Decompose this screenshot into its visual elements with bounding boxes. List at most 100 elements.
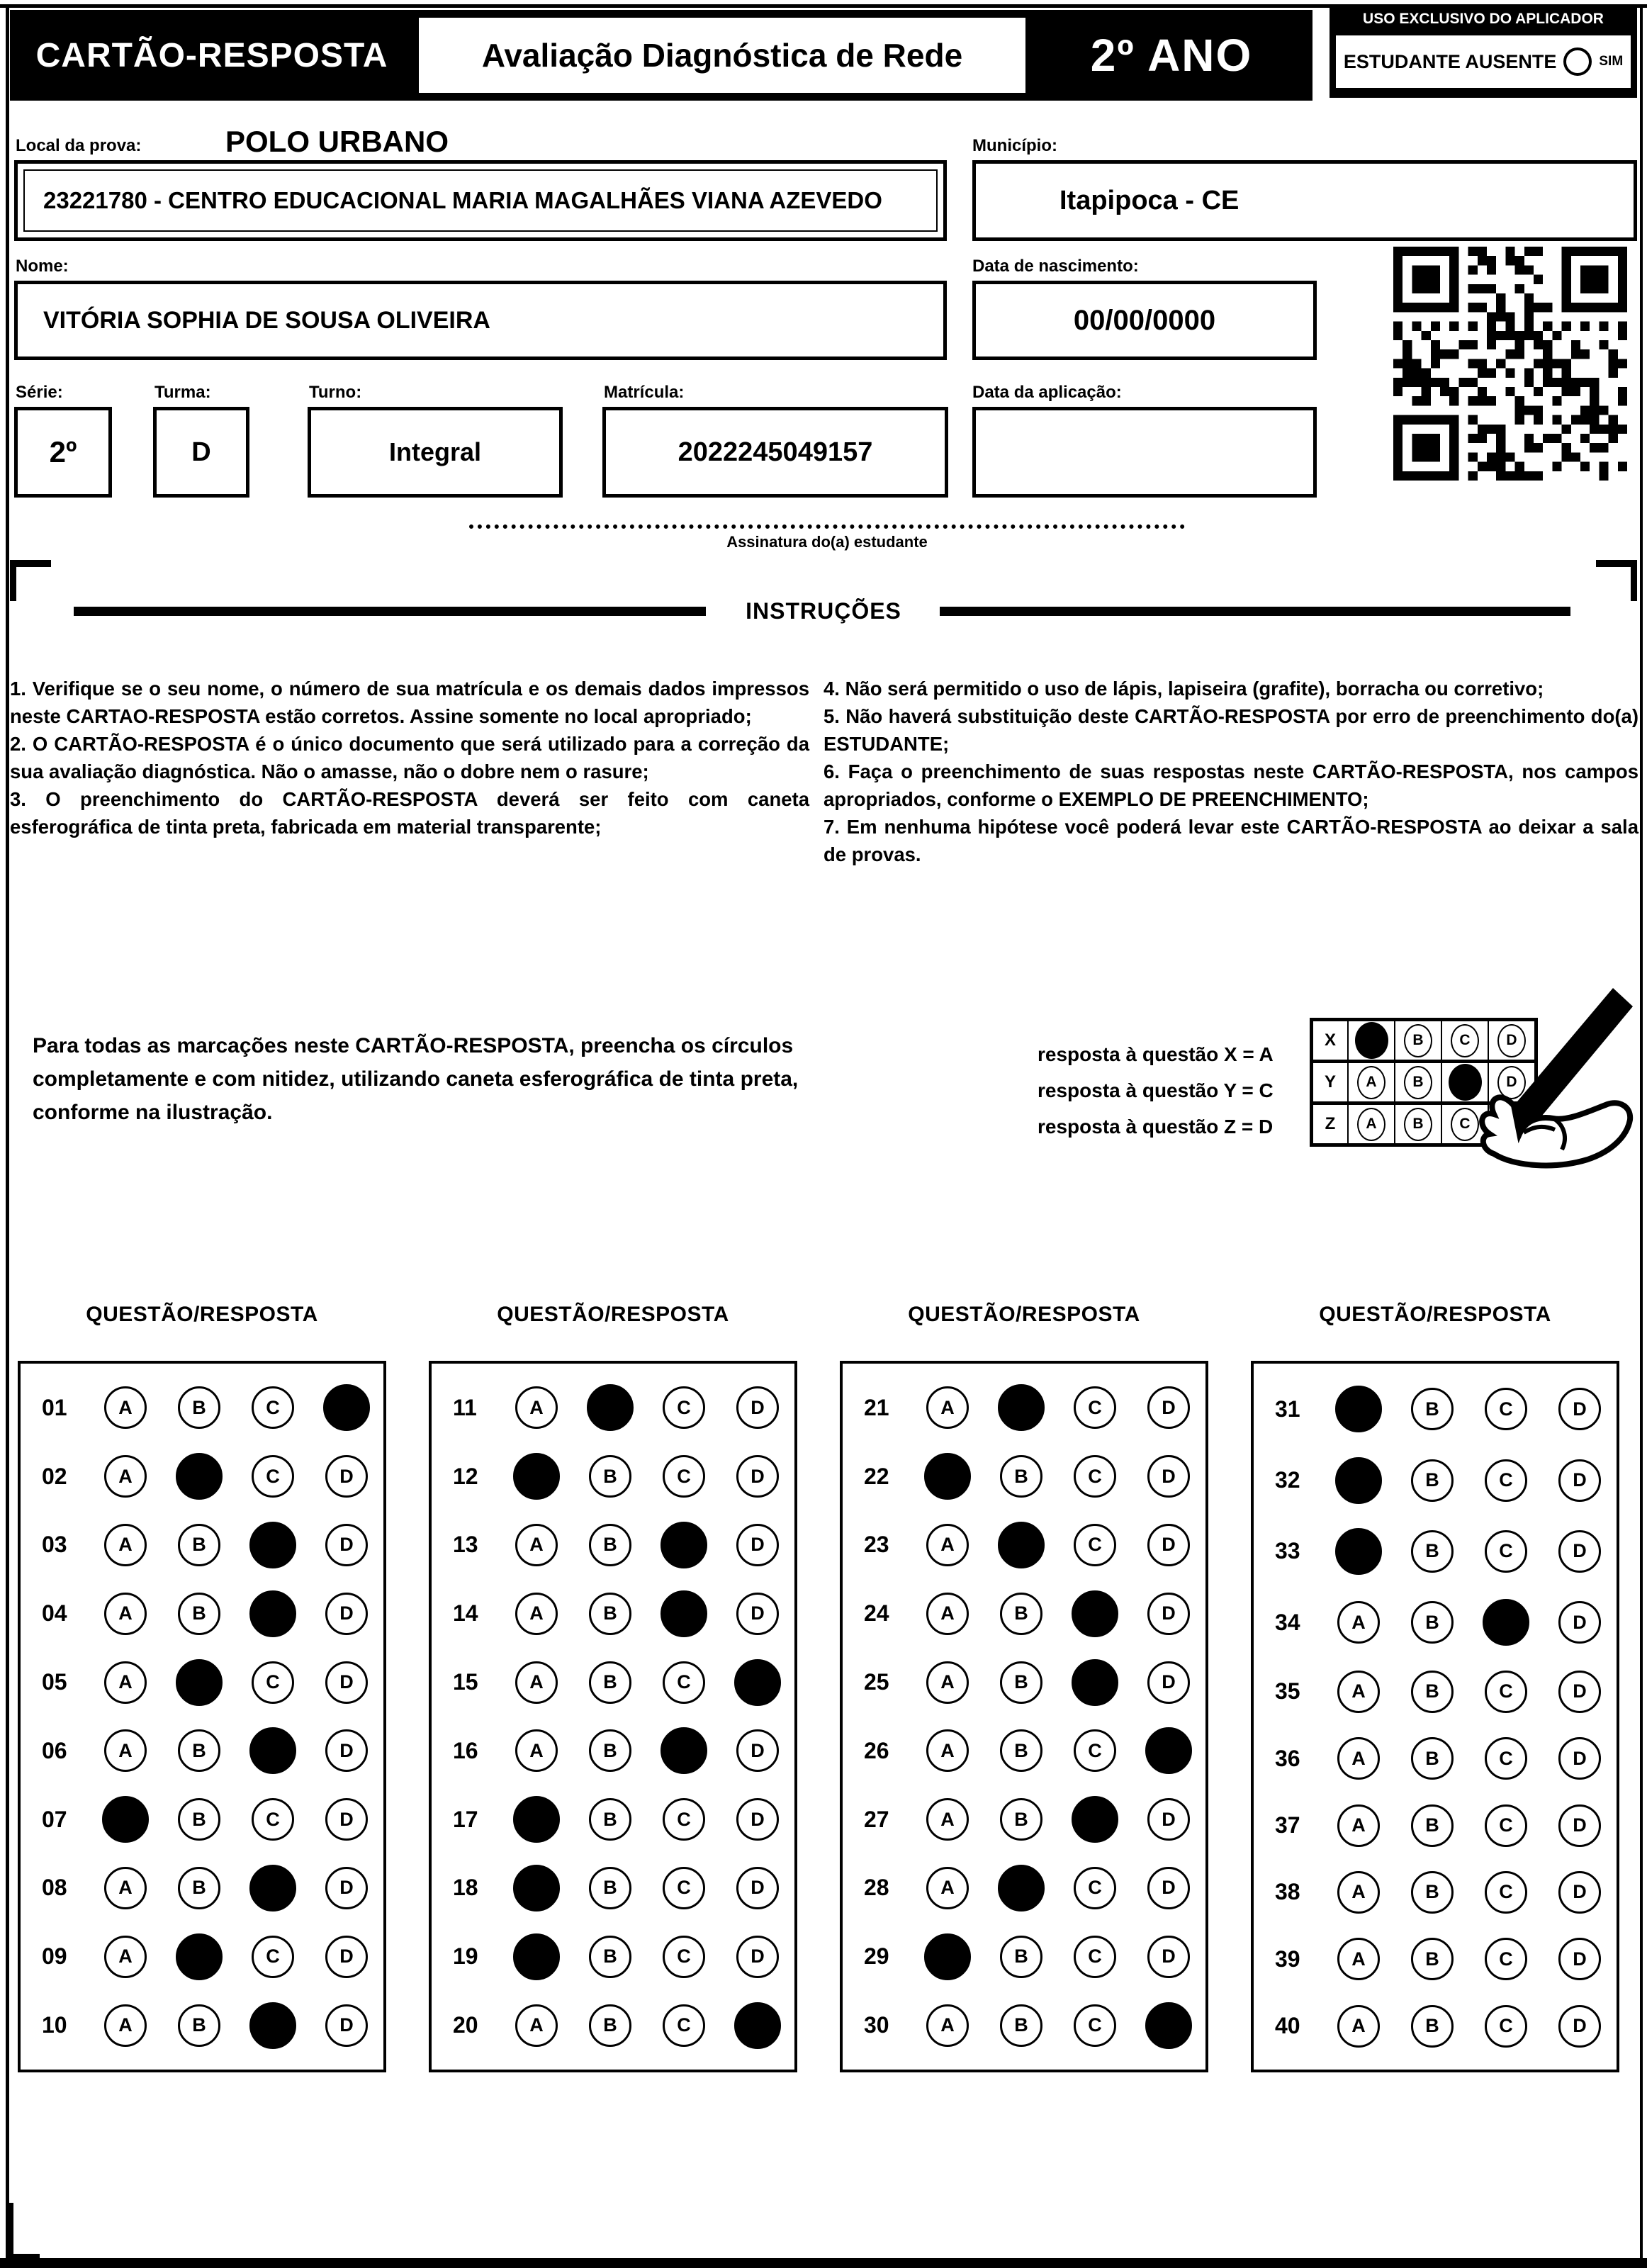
answer-bubble[interactable]: B [589,1866,631,1909]
signature-line[interactable] [469,524,1185,529]
aplicacao-field[interactable] [972,407,1317,498]
answer-bubble[interactable] [102,1796,149,1843]
answer-bubble[interactable]: A [104,1866,147,1909]
answer-bubble[interactable]: B [1411,1529,1454,1573]
answer-bubble[interactable]: C [663,1661,705,1704]
answer-bubble[interactable]: A [926,1798,969,1841]
answer-bubble[interactable]: A [515,2004,558,2047]
answer-bubble[interactable]: D [1147,1661,1190,1704]
answer-bubble[interactable] [176,1453,223,1500]
answer-bubble[interactable] [1483,1599,1529,1646]
answer-bubble[interactable]: B [1411,1670,1454,1713]
answer-bubble[interactable]: C [1074,1386,1116,1430]
answer-bubble[interactable]: C [663,1386,705,1430]
absent-bubble[interactable] [1563,47,1592,76]
answer-bubble[interactable]: B [178,1729,220,1773]
answer-bubble[interactable]: D [736,1935,779,1978]
answer-bubble[interactable]: D [1147,1866,1190,1909]
answer-bubble[interactable]: B [589,1798,631,1841]
answer-bubble[interactable] [1072,1590,1118,1637]
answer-bubble[interactable]: C [1485,1938,1527,1981]
answer-bubble[interactable]: A [1337,1737,1380,1780]
answer-bubble[interactable]: A [926,1661,969,1704]
answer-bubble[interactable]: B [1000,1661,1042,1704]
answer-bubble[interactable]: D [325,1866,368,1909]
answer-bubble[interactable] [513,1933,560,1980]
answer-bubble[interactable]: A [104,1523,147,1566]
answer-bubble[interactable]: D [1558,1938,1601,1981]
answer-bubble[interactable]: A [104,1592,147,1635]
answer-bubble[interactable]: D [1558,2004,1601,2048]
answer-bubble[interactable] [176,1658,223,1706]
answer-bubble[interactable]: A [515,1729,558,1773]
answer-bubble[interactable]: B [178,1798,220,1841]
answer-bubble[interactable]: B [589,1523,631,1566]
answer-bubble[interactable] [249,1590,296,1637]
answer-bubble[interactable] [249,1864,296,1911]
answer-bubble[interactable]: B [1000,1935,1042,1978]
answer-bubble[interactable]: D [1558,1601,1601,1644]
answer-bubble[interactable]: B [589,1592,631,1635]
answer-bubble[interactable]: B [1411,1938,1454,1981]
answer-bubble[interactable] [1072,1658,1118,1706]
answer-bubble[interactable]: C [1485,1388,1527,1431]
answer-bubble[interactable]: B [1411,1804,1454,1847]
answer-bubble[interactable]: A [515,1592,558,1635]
answer-bubble[interactable]: D [1558,1737,1601,1780]
answer-bubble[interactable] [998,1384,1045,1432]
answer-bubble[interactable] [1335,1386,1382,1433]
answer-bubble[interactable]: C [252,1386,294,1430]
answer-bubble[interactable]: B [589,1729,631,1773]
answer-bubble[interactable] [249,2002,296,2049]
answer-bubble[interactable]: D [736,1386,779,1430]
answer-bubble[interactable]: D [736,1866,779,1909]
answer-bubble[interactable]: D [1558,1529,1601,1573]
answer-bubble[interactable]: B [1411,1459,1454,1502]
answer-bubble[interactable]: B [1411,1870,1454,1914]
answer-bubble[interactable] [924,1453,971,1500]
answer-bubble[interactable] [924,1933,971,1980]
answer-bubble[interactable]: C [1074,1523,1116,1566]
answer-bubble[interactable] [323,1384,370,1432]
answer-bubble[interactable]: B [178,1866,220,1909]
answer-bubble[interactable]: D [325,1592,368,1635]
answer-bubble[interactable] [734,2002,781,2049]
answer-bubble[interactable]: D [1558,1870,1601,1914]
answer-bubble[interactable]: C [1074,1455,1116,1498]
answer-bubble[interactable]: A [926,2004,969,2047]
answer-bubble[interactable]: B [178,1523,220,1566]
answer-bubble[interactable]: C [1074,2004,1116,2047]
answer-bubble[interactable]: C [1485,1804,1527,1847]
answer-bubble[interactable]: C [252,1661,294,1704]
answer-bubble[interactable]: C [1485,1870,1527,1914]
answer-bubble[interactable]: C [1485,1670,1527,1713]
answer-bubble[interactable] [661,1590,707,1637]
answer-bubble[interactable]: C [663,1935,705,1978]
answer-bubble[interactable]: D [1147,1523,1190,1566]
answer-bubble[interactable]: C [1485,1459,1527,1502]
answer-bubble[interactable]: B [589,2004,631,2047]
answer-bubble[interactable]: B [589,1455,631,1498]
answer-bubble[interactable] [587,1384,634,1432]
answer-bubble[interactable]: D [1147,1798,1190,1841]
answer-bubble[interactable]: A [104,1386,147,1430]
answer-bubble[interactable]: B [1411,1388,1454,1431]
answer-bubble[interactable]: A [1337,1870,1380,1914]
answer-bubble[interactable]: A [104,2004,147,2047]
answer-bubble[interactable] [1072,1796,1118,1843]
answer-bubble[interactable]: A [926,1592,969,1635]
answer-bubble[interactable] [1335,1527,1382,1575]
answer-bubble[interactable]: B [178,1386,220,1430]
answer-bubble[interactable]: A [104,1729,147,1773]
answer-bubble[interactable] [661,1521,707,1568]
answer-bubble[interactable]: A [1337,1938,1380,1981]
answer-bubble[interactable]: D [1147,1455,1190,1498]
answer-bubble[interactable]: A [1337,2004,1380,2048]
answer-bubble[interactable] [513,1796,560,1843]
answer-bubble[interactable]: D [325,1661,368,1704]
answer-bubble[interactable] [661,1727,707,1775]
answer-bubble[interactable] [176,1933,223,1980]
answer-bubble[interactable]: B [589,1661,631,1704]
answer-bubble[interactable]: D [736,1729,779,1773]
answer-bubble[interactable]: C [1485,1737,1527,1780]
